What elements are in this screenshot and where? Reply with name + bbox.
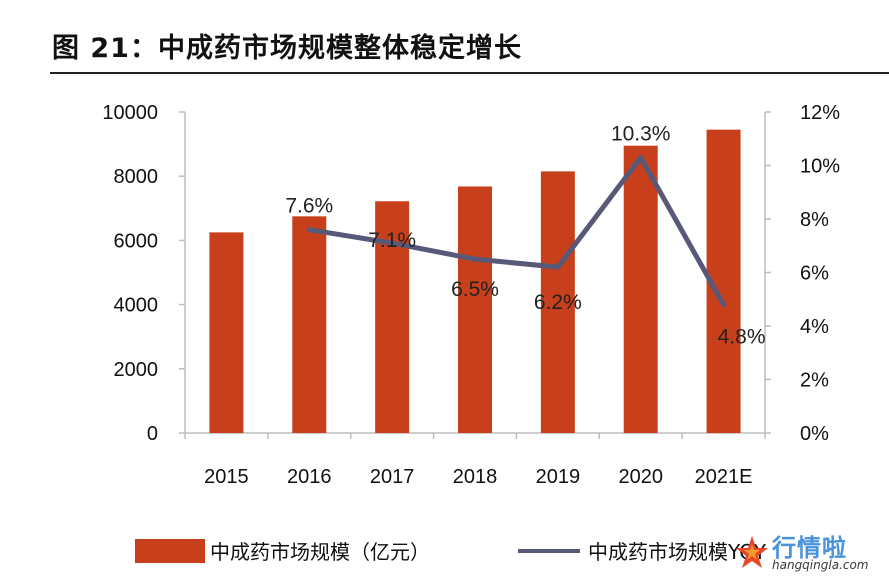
yoy-data-label: 7.1% — [368, 229, 416, 252]
right-tick-label: 10% — [800, 156, 840, 178]
yoy-point — [721, 302, 727, 308]
yoy-point — [555, 264, 561, 270]
yoy-data-label: 6.5% — [451, 278, 499, 301]
bar-series — [209, 129, 741, 433]
yoy-data-label: 7.6% — [285, 195, 333, 218]
axes: 0 2000 4000 6000 8000 10000 0% 2% 4% 6% 8% 10% 12% 20… — [102, 102, 840, 488]
left-tick-label: 6000 — [114, 230, 159, 252]
bar — [209, 232, 244, 433]
bar — [458, 186, 492, 433]
x-tick-label: 2016 — [287, 466, 332, 488]
right-tick-label: 8% — [800, 209, 829, 231]
yoy-point — [389, 240, 395, 246]
right-tick-label: 4% — [800, 316, 829, 338]
right-tick-label: 6% — [800, 263, 829, 285]
x-tick-label: 2021E — [695, 466, 753, 488]
left-tick-label: 4000 — [114, 295, 159, 317]
left-tick-label: 0 — [147, 423, 158, 445]
legend-bar-swatch — [135, 539, 205, 563]
title-divider — [50, 72, 889, 74]
right-tick-label: 2% — [800, 370, 829, 392]
right-tick-label: 0% — [800, 423, 829, 445]
legend-line-label: 中成药市场规模YOY — [588, 540, 767, 564]
legend: 中成药市场规模（亿元） 中成药市场规模YOY — [135, 539, 767, 564]
right-tick-label: 12% — [800, 102, 840, 124]
line-series — [306, 154, 727, 308]
yoy-point — [472, 256, 478, 262]
watermark-text: 行情啦 — [772, 534, 847, 562]
left-tick-label: 8000 — [114, 166, 159, 188]
yoy-point — [638, 154, 644, 160]
watermark: 行情啦 hangqingla.com — [734, 528, 886, 584]
yoy-data-label: 6.2% — [534, 291, 582, 314]
data-labels: 7.6% 7.1% 6.5% 6.2% 10.3% 4.8% — [285, 122, 765, 348]
watermark-url: hangqingla.com — [772, 558, 869, 572]
bar — [292, 216, 327, 433]
x-tick-label: 2018 — [453, 466, 498, 488]
figure-title: 图 21：中成药市场规模整体稳定增长 — [52, 33, 522, 64]
yoy-line — [306, 154, 727, 308]
x-tick-label: 2019 — [536, 466, 581, 488]
legend-bar-label: 中成药市场规模（亿元） — [210, 540, 430, 564]
left-tick-label: 10000 — [102, 102, 158, 124]
bar — [540, 171, 575, 433]
yoy-data-label: 4.8% — [718, 326, 766, 349]
bar — [623, 145, 658, 433]
left-tick-label: 2000 — [114, 359, 159, 381]
x-tick-label: 2017 — [370, 466, 415, 488]
x-tick-label: 2020 — [618, 466, 663, 488]
yoy-data-label: 10.3% — [611, 122, 671, 145]
watermark-logo-icon — [736, 536, 768, 568]
yoy-point — [306, 227, 312, 233]
x-tick-label: 2015 — [204, 466, 249, 488]
